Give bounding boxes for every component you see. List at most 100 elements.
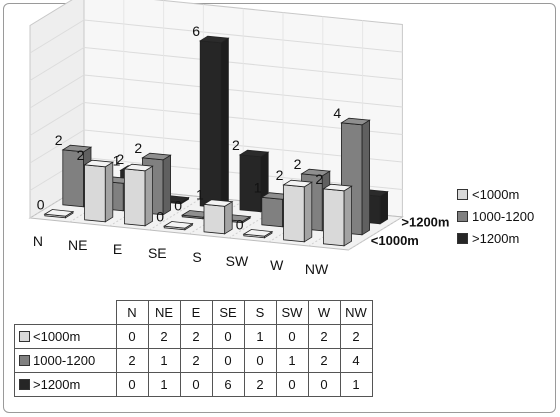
table-header-cell: E [179,300,212,325]
table-cell: 2 [179,324,212,349]
x-tick-label: SE [148,245,167,261]
bar-side [343,185,353,247]
table-header-cell: NE [147,300,180,325]
table-swatch-1 [19,355,30,366]
legend-item: 1000-1200 [457,205,534,227]
data-label: 0 [156,208,164,224]
data-label: 2 [77,147,85,163]
bar [322,183,353,247]
table-cell: 0 [211,348,244,373]
table-cell: 2 [115,348,148,373]
data-label: 0 [174,197,182,213]
table-row: <1000m 0 2 2 0 1 0 2 2 [14,324,373,349]
table-cell: 1 [243,324,276,349]
bar [162,221,194,231]
table-header-row: N NE E SE S SW W NW [15,300,373,325]
gridline [29,19,403,54]
legend-swatch-2 [457,232,468,244]
bar-top [61,144,93,153]
table-cell: 1 [275,348,308,373]
table-cell: 2 [243,372,276,397]
table-row: 1000-1200 2 1 2 0 0 1 2 4 [14,348,373,373]
table-header-cell: SW [275,300,308,325]
data-label: 1 [254,180,262,196]
table-row-label-text: 1000-1200 [33,353,96,368]
table-cell: 0 [211,324,244,349]
data-label: 6 [192,23,200,39]
table-header-cell: N [115,300,148,325]
bar [282,179,314,243]
x-tick-label: NE [68,237,87,253]
table-cell: 0 [115,324,148,349]
bar-side [144,165,154,227]
bar-side [104,161,114,223]
data-label: 2 [116,151,124,167]
bar-front [203,203,226,235]
legend-swatch-1 [457,210,468,222]
bar-side [303,181,313,243]
table-cell: 0 [307,372,340,397]
bar-top [238,149,270,158]
table-cell: 1 [339,372,373,397]
bar-top [141,152,172,161]
data-table: N NE E SE S SW W NW <1000m 0 2 2 0 1 0 2… [14,300,373,397]
table-header-cell: S [243,300,276,325]
gridline [29,129,403,164]
legend-item: <1000m [457,183,534,205]
bar [43,209,75,219]
x-tick-label: SW [226,253,249,269]
table-cell: 0 [275,372,308,397]
bar-side [361,119,371,236]
bar-top [202,199,234,207]
bar-front [261,196,283,228]
table-cell: 0 [243,348,276,373]
table-cell: 1 [147,348,180,373]
table-cell: 2 [307,348,340,373]
table-header-cell: W [307,300,340,325]
bar-front [199,40,222,209]
bar-top [123,163,154,172]
legend-swatch-0 [457,188,468,200]
x-tick-label: W [270,257,284,273]
x-tick-label: NW [305,261,329,277]
bar-top [198,35,230,44]
table-corner [15,301,117,325]
data-label: 2 [55,132,63,148]
bar-top [242,229,274,237]
table-swatch-0 [19,331,30,342]
table-cell: 2 [339,324,373,349]
data-label: 2 [134,140,142,156]
legend-label: 1000-1200 [472,208,535,224]
bar-front [84,164,106,223]
table-cell: 0 [179,372,212,397]
data-label: 1 [113,153,121,169]
legend-item: >1200m [457,227,534,249]
bar-side [162,154,172,216]
data-label: 4 [333,105,341,121]
bar-side [224,200,233,235]
gridline [29,74,403,109]
bar [198,35,230,209]
bar [202,199,234,235]
table-row-label-text: >1200m [33,377,81,392]
table-cell: 1 [147,372,180,397]
depth-tick-label: >1200m [401,215,449,230]
table-row-label-text: <1000m [33,329,81,344]
legend-label: >1200m [472,230,520,246]
bar-side [379,190,389,225]
bar-top [340,117,371,126]
table-row-label: <1000m [14,324,116,349]
table-row-label: 1000-1200 [14,348,116,373]
bar-top [43,209,75,217]
bar-front [283,184,305,243]
bar-top [300,168,332,177]
x-tick-label: E [113,241,122,257]
table-cell: 6 [211,372,244,397]
table-row-label: >1200m [14,372,116,397]
table-cell: 2 [307,324,340,349]
bar-top [83,159,115,168]
x-tick-label: N [33,233,43,249]
bar [123,163,154,227]
table-cell: 2 [179,348,212,373]
